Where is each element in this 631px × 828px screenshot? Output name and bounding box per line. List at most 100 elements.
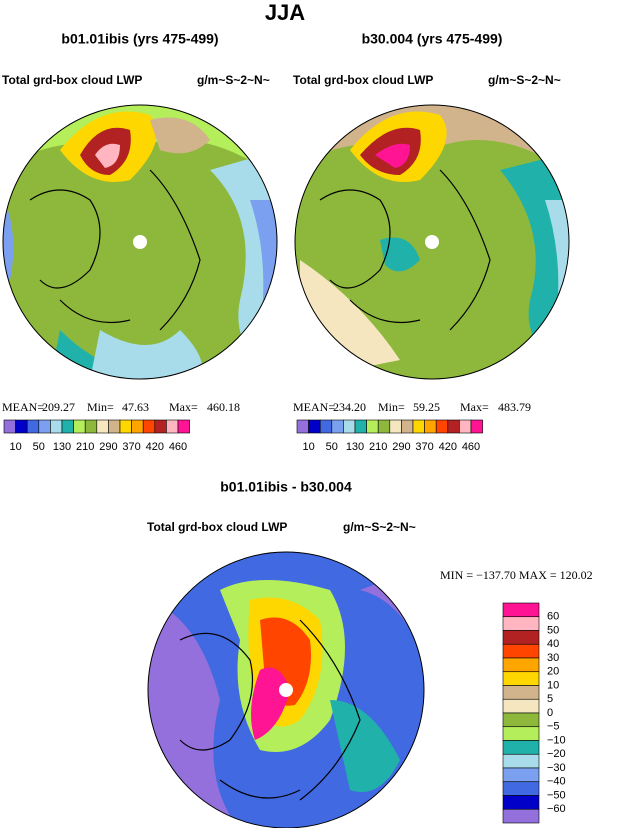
colorbar-box [3,419,16,434]
colorbar-label: 370 [415,441,433,453]
colorbar-box [73,419,86,434]
colorbar-box [131,419,144,434]
colorbar-label: −30 [547,762,566,774]
colorbar-label: 30 [547,652,559,664]
colorbar-box [502,781,540,796]
colorbar-label: 10 [9,441,21,453]
colorbar-box [61,419,74,434]
panel-title: b30.004 (yrs 475-499) [362,31,503,47]
stat-value: 59.25 [413,400,440,414]
colorbar-box [108,419,121,434]
field-label: Total grd-box cloud LWP [147,520,287,534]
colorbar-box [502,795,540,810]
stat-value: 47.63 [122,400,149,414]
colorbar-label: −10 [547,734,566,746]
stat-label: Min= [378,400,405,414]
colorbar-label: 420 [146,441,164,453]
units-label: g/m~S~2~N~ [343,520,416,534]
colorbar-box [26,419,40,434]
stat-value: 460.18 [207,400,240,414]
colorbar-box [308,419,321,434]
colorbar-box [502,616,540,631]
stat-value: 234.20 [333,400,366,414]
colorbar-label: 40 [547,638,559,650]
colorbar-box [166,419,179,434]
colorbar-label: −5 [547,721,560,733]
colorbar-box [331,419,344,434]
stat-label: MEAN= [293,400,335,414]
colorbar-box [401,419,414,434]
colorbar-box [84,419,98,434]
stat-label: Max= [169,400,198,414]
colorbar-box [38,419,51,434]
colorbar-box [15,419,28,434]
colorbar-box [412,419,425,434]
colorbar-label: 0 [547,707,553,719]
colorbar-label: 50 [326,441,338,453]
colorbar-box [502,726,540,741]
colorbar-label: 50 [547,624,559,636]
colorbar-label: −50 [547,789,566,801]
colorbar-box [502,753,540,769]
colorbar-box [447,419,460,434]
colorbar-box [119,419,132,434]
colorbar-label: 460 [169,441,187,453]
colorbar-box [424,419,437,434]
colorbar-label: 10 [547,679,559,691]
map [148,552,424,828]
map-border [2,104,278,380]
colorbar-box [142,419,156,434]
field-label: Total grd-box cloud LWP [2,73,142,87]
colorbar-box [154,419,167,434]
map [295,105,569,379]
stat-label: Max= [460,400,489,414]
colorbar-box [502,630,540,645]
field-label: Total grd-box cloud LWP [293,73,433,87]
colorbar-box [502,712,540,728]
colorbar-label: 10 [302,441,314,453]
colorbar-box [366,419,379,434]
colorbar-box [502,671,540,686]
colorbar-label: 5 [547,693,553,705]
colorbar-box [96,419,109,434]
colorbar-label: 210 [76,441,94,453]
stat-value: 483.79 [498,400,531,414]
panel-title: b01.01ibis - b30.004 [220,479,352,495]
colorbar-box [319,419,333,434]
colorbar-box [502,657,540,673]
colorbar-label: 210 [369,441,387,453]
colorbar-box [177,419,190,434]
colorbar-box [343,419,356,434]
stat-label: MEAN= [2,400,44,414]
panel-title: b01.01ibis (yrs 475-499) [61,31,218,47]
colorbar-label: 370 [122,441,140,453]
colorbar-box [389,419,402,434]
colorbar-label: −40 [547,776,566,788]
colorbar-label: 460 [462,441,480,453]
colorbar-box [459,419,472,434]
colorbar-label: 290 [392,441,410,453]
colorbar-label: 290 [99,441,117,453]
colorbar-label: 420 [439,441,457,453]
colorbar-label: 130 [53,441,71,453]
colorbar-label: −60 [547,803,566,815]
colorbar-box [435,419,449,434]
units-label: g/m~S~2~N~ [488,73,561,87]
colorbar-label: 50 [33,441,45,453]
colorbar-box [470,419,483,434]
colorbar-box [502,808,540,824]
colorbar-label: 20 [547,666,559,678]
colorbar-box [502,602,540,618]
colorbar-box [296,419,309,434]
colorbar-label: 130 [346,441,364,453]
map-border [294,104,570,380]
colorbar-box [354,419,367,434]
map-border [147,551,425,828]
colorbar-box [50,419,63,434]
colorbar-box [502,767,540,783]
colorbar-label: −20 [547,748,566,760]
colorbar-label: 60 [547,611,559,623]
stats: MIN = −137.70 MAX = 120.02 [440,568,593,582]
colorbar-box [502,698,540,714]
